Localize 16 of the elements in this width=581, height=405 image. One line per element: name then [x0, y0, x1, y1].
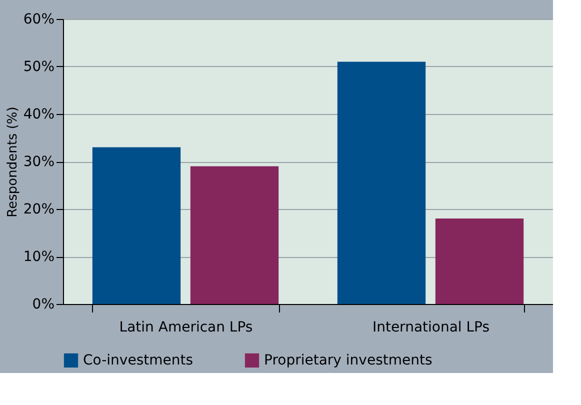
bar — [190, 166, 279, 304]
bar — [92, 147, 181, 304]
y-tick-label: 20% — [23, 202, 54, 218]
x-tick-label: International LPs — [372, 320, 490, 336]
y-tick-label: 40% — [23, 106, 54, 122]
y-tick-label: 50% — [23, 59, 54, 75]
y-axis-title: Respondents (%) — [5, 106, 20, 218]
y-tick-label: 30% — [23, 154, 54, 170]
bar — [337, 62, 426, 304]
bar — [435, 218, 524, 304]
y-tick-label: 10% — [23, 249, 54, 265]
legend-label: Proprietary investments — [264, 352, 432, 368]
y-tick-label: 0% — [32, 296, 54, 312]
y-tick-label: 60% — [23, 12, 54, 28]
x-tick-label: Latin American LPs — [119, 320, 253, 336]
legend-label: Co-investments — [83, 352, 194, 368]
